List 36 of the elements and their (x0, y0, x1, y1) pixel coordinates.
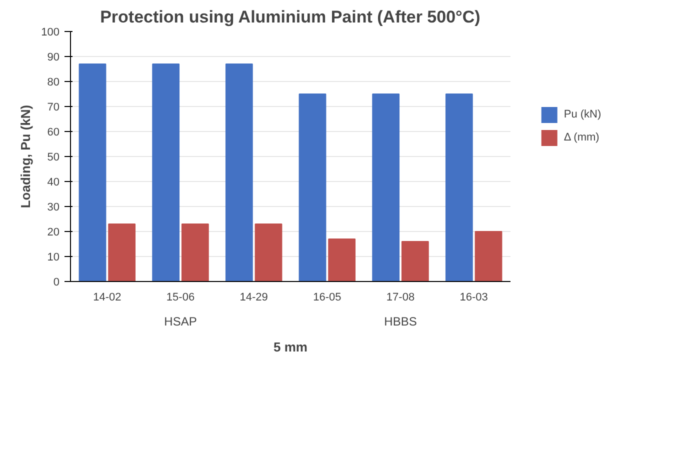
bar (78, 64, 106, 282)
x-tick-label: 16-03 (460, 292, 488, 304)
bar (108, 224, 136, 282)
y-tick-label: 90 (47, 52, 60, 64)
bar (152, 64, 180, 282)
y-axis-title: Loading, Pu (kN) (18, 104, 34, 208)
x-tick-label: 14-02 (93, 292, 122, 304)
bar (298, 94, 326, 282)
bar (474, 231, 502, 282)
legend-label: Δ (mm) (564, 131, 600, 143)
bar (181, 224, 209, 282)
bar (372, 94, 400, 282)
bar (254, 224, 282, 282)
y-tick-label: 40 (47, 176, 60, 188)
x-tick-label: 14-29 (240, 292, 268, 304)
y-tick-label: 50 (47, 152, 60, 164)
bar (401, 241, 429, 282)
y-tick-label: 10 (47, 252, 60, 264)
text: HSAP (164, 314, 197, 328)
legend-label: Pu (kN) (564, 108, 602, 120)
y-tick-label: 30 (47, 202, 60, 214)
y-tick-label: 70 (47, 102, 60, 114)
chart-title: Protection using Aluminium Paint (After 500°C) (100, 8, 480, 26)
y-tick-label: 0 (53, 276, 60, 288)
bar (445, 94, 473, 282)
x-axis-title: 5 mm (274, 340, 308, 354)
y-tick-label: 100 (41, 26, 60, 38)
y-tick-label: 80 (47, 76, 60, 88)
bar (225, 64, 253, 282)
bar (328, 238, 356, 282)
x-tick-label: 15-06 (166, 292, 195, 304)
y-tick-label: 20 (47, 226, 60, 238)
y-tick-label: 60 (47, 126, 60, 138)
text: HBBS (384, 314, 417, 328)
x-tick-label: 16-05 (313, 292, 342, 304)
x-tick-label: 17-08 (386, 292, 415, 304)
